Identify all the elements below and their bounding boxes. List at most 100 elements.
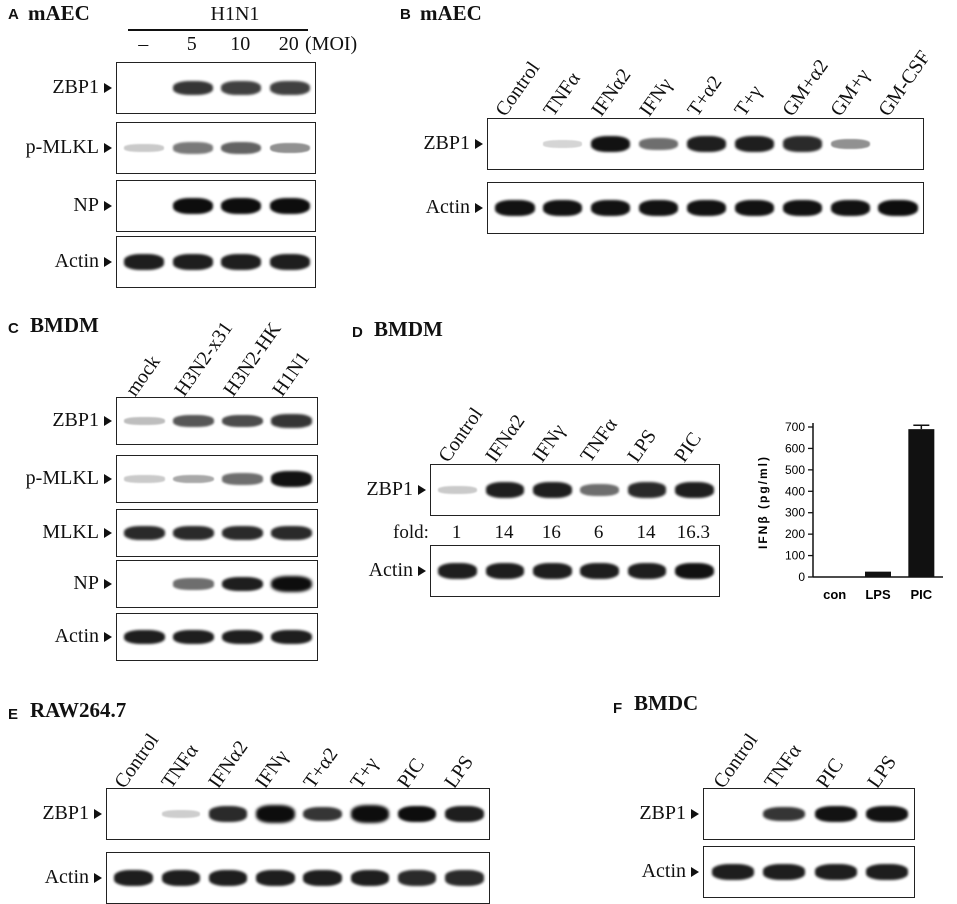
blot-band — [495, 199, 535, 217]
panel-a-treatment-line — [128, 29, 308, 31]
blot-lane — [120, 237, 169, 287]
y-tick-label: 300 — [785, 506, 805, 520]
blot-lane — [539, 183, 587, 233]
blot-lane — [218, 614, 267, 660]
lane-label: 5 — [186, 33, 197, 55]
arrowhead-icon — [475, 139, 483, 150]
blot-strip — [116, 397, 318, 445]
x-tick-label: LPS — [865, 587, 891, 602]
panel-c-row-label: p-MLKL — [0, 467, 112, 490]
blot-strip — [106, 788, 490, 840]
blot-strip — [116, 122, 316, 174]
lane-label: IFNγ — [528, 420, 571, 467]
panel-b-row-label: Actin — [407, 196, 483, 219]
blot-lane — [169, 63, 218, 113]
panel-b-row-label: ZBP1 — [407, 132, 483, 155]
lane-label: T+γ — [730, 81, 768, 121]
blot-band — [445, 870, 484, 886]
blot-lane — [759, 847, 811, 897]
blot-lane — [169, 237, 218, 287]
blot-lane — [120, 63, 169, 113]
arrowhead-icon — [691, 867, 699, 878]
blot-lane — [730, 183, 778, 233]
panel-e-letter: E — [8, 706, 19, 723]
blot-band — [711, 864, 754, 880]
blot-band — [256, 870, 295, 886]
panel-f-row-label: ZBP1 — [599, 802, 699, 825]
blot-lane — [157, 853, 204, 903]
blot-strip — [116, 455, 318, 503]
panel-a-row-label: ZBP1 — [4, 76, 112, 99]
blot-lane — [394, 853, 441, 903]
blot-band — [638, 199, 679, 217]
blot-band — [350, 805, 390, 823]
blot-lane — [120, 510, 169, 556]
arrowhead-icon — [475, 203, 483, 214]
blot-band — [173, 414, 214, 428]
row-label-text: Actin — [54, 625, 99, 647]
blot-band — [866, 864, 909, 880]
blot-band — [814, 864, 857, 880]
panel-a-row-label: NP — [4, 194, 112, 217]
blot-lane — [826, 119, 874, 169]
blot-band — [674, 562, 714, 580]
blot-lane — [778, 183, 826, 233]
bar — [908, 429, 935, 577]
row-label-text: ZBP1 — [52, 76, 99, 98]
blot-lane — [169, 181, 218, 231]
row-label-text: ZBP1 — [42, 802, 89, 824]
blot-lane — [481, 546, 528, 596]
fold-value: 14 — [636, 522, 656, 543]
blot-lane — [169, 456, 218, 502]
blot-lane — [218, 510, 267, 556]
lane-label: LPS — [623, 425, 661, 467]
blot-strip — [116, 236, 316, 288]
blot-band — [221, 197, 262, 215]
blot-band — [173, 578, 214, 590]
lane-label: 20 — [278, 33, 299, 55]
fold-value: 16.3 — [676, 522, 710, 543]
blot-lane — [120, 614, 169, 660]
blot-band — [814, 805, 857, 823]
lane-label: Control — [491, 57, 545, 121]
blot-lane — [623, 546, 670, 596]
panel-d-row-label: ZBP1 — [340, 478, 426, 501]
panel-d-title: BMDM — [374, 317, 443, 341]
blot-band — [222, 525, 263, 541]
blot-strip — [703, 846, 915, 898]
row-label-text: Actin — [44, 866, 89, 888]
blot-band — [161, 870, 201, 886]
blot-band — [222, 576, 263, 592]
blot-band — [686, 199, 727, 217]
blot-band — [686, 136, 727, 152]
blot-lane — [576, 546, 623, 596]
blot-lane — [635, 119, 683, 169]
blot-lane — [587, 183, 635, 233]
blot-lane — [120, 561, 169, 607]
x-tick-label: PIC — [910, 587, 932, 602]
blot-lane — [346, 789, 393, 839]
blot-band — [114, 870, 153, 886]
blot-band — [271, 575, 312, 593]
blot-lane — [169, 510, 218, 556]
blot-lane — [671, 465, 718, 515]
panel-c-row-label: MLKL — [0, 521, 112, 544]
blot-band — [173, 629, 214, 645]
blot-lane — [299, 789, 346, 839]
panel-c-row-label: ZBP1 — [0, 409, 112, 432]
panel-a-unit: (MOI) — [305, 33, 358, 55]
blot-band — [782, 199, 822, 217]
blot-lane — [434, 546, 481, 596]
lane-label: LPS — [440, 751, 479, 793]
y-tick-label: 0 — [798, 570, 805, 584]
blot-band — [222, 414, 263, 428]
blot-band — [124, 475, 165, 483]
blot-band — [591, 135, 631, 153]
blot-band — [627, 482, 667, 498]
y-tick-label: 700 — [785, 420, 805, 434]
lane-label: TNFα — [157, 740, 203, 793]
blot-band — [271, 525, 312, 541]
blot-lane — [587, 119, 635, 169]
row-label-text: p-MLKL — [25, 136, 99, 158]
blot-lane — [707, 847, 759, 897]
